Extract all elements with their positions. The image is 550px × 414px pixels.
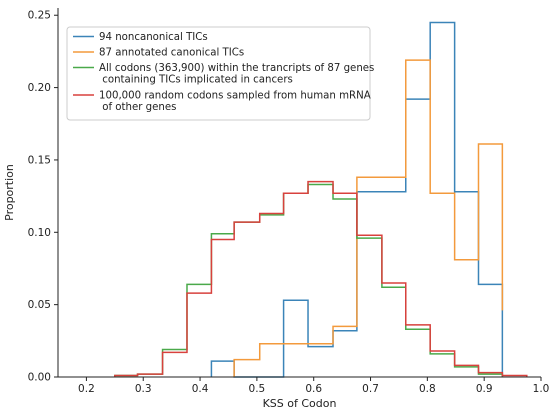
x-tick-label: 0.5 — [249, 383, 266, 395]
y-tick-label: 0.15 — [28, 154, 51, 166]
x-tick-label: 0.4 — [192, 383, 209, 395]
y-tick-label: 0.25 — [28, 10, 51, 22]
x-tick-label: 0.2 — [78, 383, 95, 395]
series-step-line-2 — [114, 183, 504, 377]
series-step-line-3 — [114, 180, 528, 377]
y-tick-label: 0.00 — [28, 372, 51, 384]
legend-box — [66, 26, 371, 121]
legend-label-1: 87 annotated canonical TICs — [99, 48, 244, 59]
legend-label-2: All codons (363,900) within the trancrip… — [99, 63, 374, 86]
x-tick-label: 0.8 — [419, 383, 436, 395]
y-tick-label: 0.10 — [28, 227, 51, 239]
series-step-line-1 — [233, 59, 504, 377]
y-ticks-group: 0.00 0.05 0.10 0.15 0.20 0.25 — [28, 10, 58, 384]
x-tick-label: 1.0 — [533, 383, 550, 395]
legend-label-0: 94 noncanonical TICs — [99, 32, 208, 43]
x-tick-label: 0.7 — [362, 383, 379, 395]
axes-group — [57, 8, 541, 378]
y-tick-label: 0.20 — [28, 82, 51, 94]
x-axis-label: KSS of Codon — [263, 397, 337, 410]
y-axis-label: Proportion — [3, 164, 16, 221]
x-tick-label: 0.3 — [135, 383, 152, 395]
legend-label-3: 100,000 random codons sampled from human… — [99, 91, 371, 114]
x-tick-label: 0.6 — [305, 383, 322, 395]
x-ticks-group: 0.2 0.3 0.4 0.5 0.6 0.7 0.8 0.9 1.0 — [78, 377, 549, 395]
legend: 94 noncanonical TICs 87 annotated canonic… — [66, 26, 374, 121]
y-tick-label: 0.05 — [28, 299, 51, 311]
x-tick-label: 0.9 — [476, 383, 493, 395]
